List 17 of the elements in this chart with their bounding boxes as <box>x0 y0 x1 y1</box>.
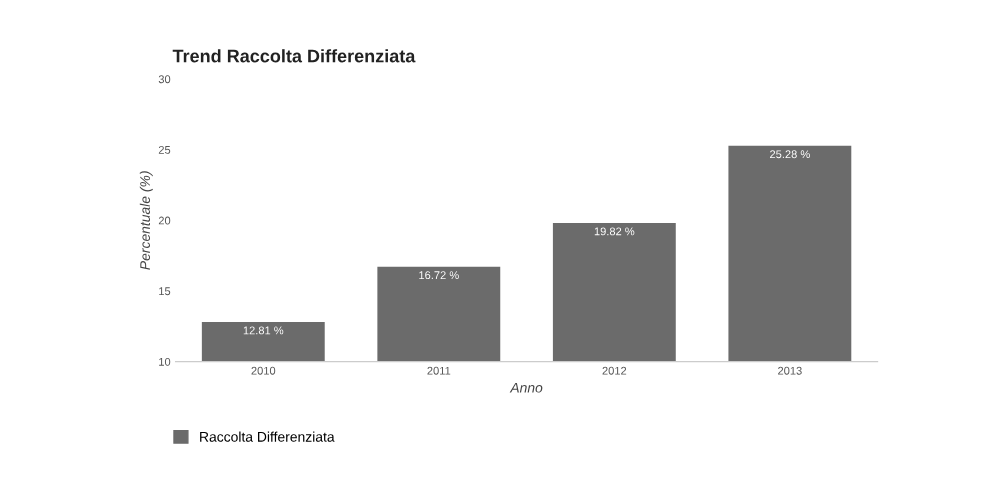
chart-title: Trend Raccolta Differenziata <box>172 49 416 63</box>
y-tick-label: 25 <box>158 145 171 154</box>
y-tick-label: 30 <box>158 75 171 84</box>
x-tick-label: 2010 <box>251 366 276 375</box>
text: 25.28 % <box>770 150 810 159</box>
y-tick-label: 20 <box>158 216 171 225</box>
text: 19.82 % <box>594 227 635 236</box>
text: 16.72 % <box>419 271 459 280</box>
y-tick-label: 10 <box>159 357 171 366</box>
x-tick-label: 2013 <box>778 366 802 375</box>
y-tick-label: 15 <box>159 287 171 296</box>
y-axis-title: Percentuale (%) <box>139 171 153 270</box>
text: 12.81 % <box>243 326 284 335</box>
x-tick-label: 2011 <box>427 366 451 375</box>
x-tick-label: 2012 <box>602 366 627 375</box>
legend-label: Raccolta Differenziata <box>200 431 335 442</box>
x-axis-title: Anno <box>509 382 543 393</box>
